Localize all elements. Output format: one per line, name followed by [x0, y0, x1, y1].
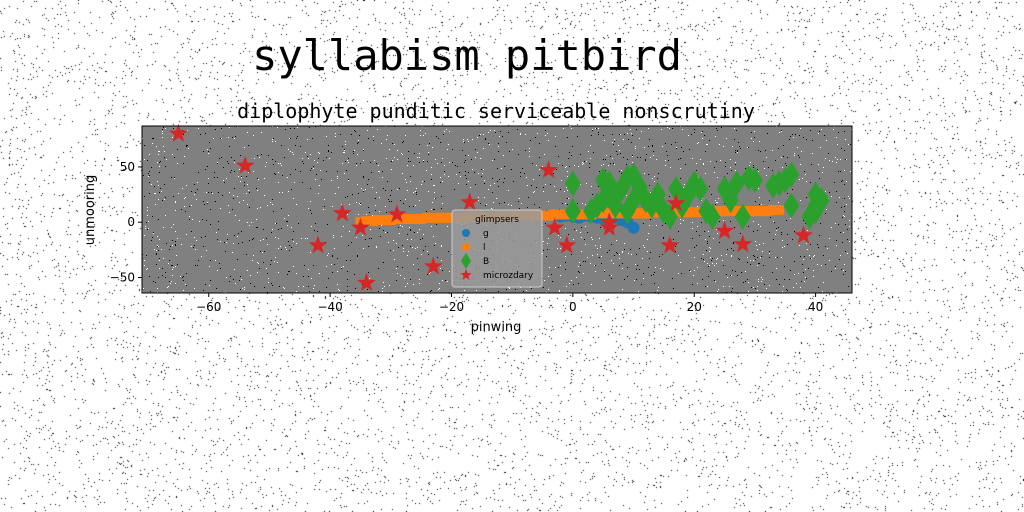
legend-label: g — [483, 229, 489, 239]
data-point-g — [628, 222, 640, 234]
legend-label: B — [483, 257, 489, 267]
y-axis-label: unmooring — [83, 175, 98, 246]
legend-label: l — [483, 243, 486, 253]
x-tick-label: 20 — [687, 300, 702, 314]
chart-title: diplophyte punditic serviceable nonscrut… — [237, 99, 755, 123]
x-tick-label: 40 — [808, 300, 823, 314]
y-tick-label: 0 — [127, 215, 135, 229]
legend-title: glimpsers — [475, 215, 519, 225]
x-tick-label: −60 — [196, 300, 221, 314]
x-tick-label: 0 — [569, 300, 577, 314]
y-tick-label: −50 — [110, 271, 135, 285]
x-axis-label: pinwing — [471, 320, 522, 335]
chart-suptitle: syllabism pitbird — [252, 31, 682, 80]
legend-marker — [462, 229, 470, 237]
x-axis: −60 −40 −20 0 20 40 — [196, 293, 823, 314]
legend-label: microzdary — [483, 271, 534, 281]
legend-marker — [463, 244, 470, 251]
y-tick-label: 50 — [120, 160, 135, 174]
x-tick-label: −20 — [439, 300, 464, 314]
y-axis: −50 0 50 — [110, 160, 142, 285]
x-tick-label: −40 — [317, 300, 342, 314]
data-point-l — [774, 205, 784, 215]
